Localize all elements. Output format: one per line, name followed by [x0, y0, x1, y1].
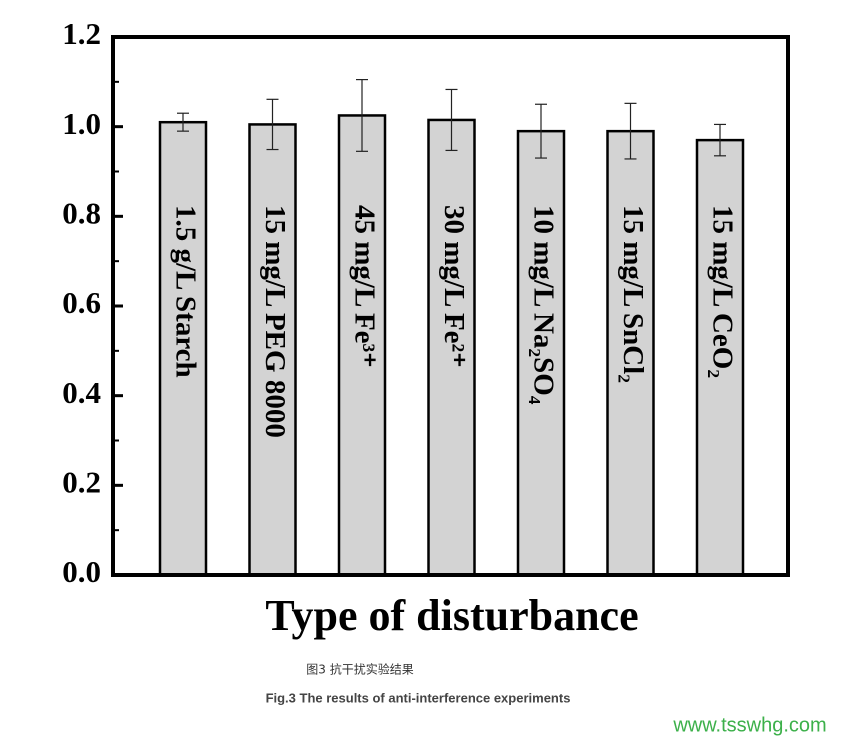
caption-cn: 图3 抗干扰实验结果	[306, 662, 413, 677]
bar-label: 15 mg/L SnCl₂	[617, 205, 649, 383]
y-tick-label: 0.4	[62, 375, 101, 410]
y-tick-label: 1.0	[62, 106, 101, 141]
bar-label: 45 mg/L Fe³⁺	[348, 205, 380, 368]
bar-label: 10 mg/L Na₂SO₄	[527, 205, 559, 405]
bar	[158, 120, 208, 577]
y-tick-label: 0.2	[62, 464, 101, 499]
plot-frame	[111, 35, 790, 577]
bar-label: 1.5 g/L Starch	[169, 205, 201, 378]
bar-label: 15 mg/L PEG 8000	[259, 205, 291, 438]
caption-en: Fig.3 The results of anti-interference e…	[266, 690, 571, 705]
y-tick-label: 0.8	[62, 195, 101, 230]
bar	[337, 114, 387, 577]
x-axis-title: Type of disturbance	[265, 591, 638, 640]
bar-label: 15 mg/L CeO₂	[706, 205, 738, 378]
y-tick-label: 1.2	[62, 16, 101, 51]
y-tick-label: 0.6	[62, 285, 101, 320]
watermark: www.tsswhg.com	[672, 714, 826, 736]
y-tick-label: 0.0	[62, 554, 101, 589]
bar	[695, 138, 745, 577]
bar-label: 30 mg/L Fe²⁺	[438, 205, 470, 368]
